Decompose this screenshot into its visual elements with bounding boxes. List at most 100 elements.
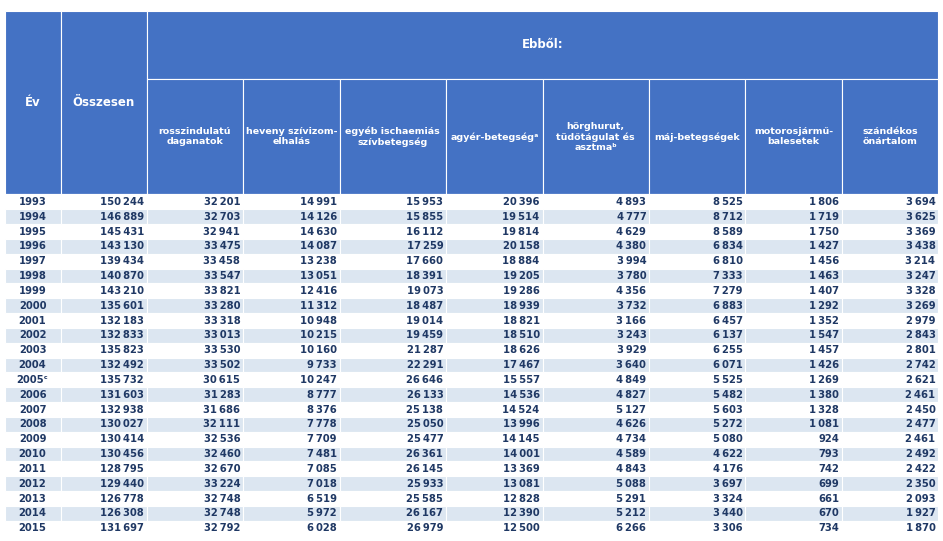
Bar — [60, 358, 147, 372]
Bar — [243, 521, 339, 536]
Text: 26 646: 26 646 — [406, 375, 443, 385]
Bar — [649, 195, 746, 209]
Bar — [842, 447, 938, 461]
Bar — [339, 209, 446, 224]
Bar — [649, 313, 746, 328]
Text: 4 626: 4 626 — [617, 419, 646, 430]
Text: heveny szívizom-
elhalás: heveny szívizom- elhalás — [245, 127, 338, 147]
Text: 2014: 2014 — [19, 509, 46, 518]
Bar — [842, 521, 938, 536]
Bar — [746, 195, 842, 209]
Bar — [649, 417, 746, 432]
Bar — [446, 521, 542, 536]
Text: 2 492: 2 492 — [905, 449, 935, 459]
Bar — [5, 358, 60, 372]
Text: 26 167: 26 167 — [406, 509, 443, 518]
Text: 18 391: 18 391 — [406, 271, 443, 281]
Text: 17 660: 17 660 — [406, 256, 443, 266]
Bar — [243, 461, 339, 476]
Text: 25 138: 25 138 — [406, 405, 443, 414]
Bar — [649, 372, 746, 387]
Bar — [649, 343, 746, 358]
Text: 3 214: 3 214 — [905, 256, 935, 266]
Bar — [243, 417, 339, 432]
Text: 1 870: 1 870 — [905, 523, 935, 533]
Text: 26 133: 26 133 — [406, 390, 443, 400]
Bar — [243, 79, 339, 195]
Bar — [339, 224, 446, 239]
Text: 1 426: 1 426 — [809, 360, 839, 370]
Bar — [60, 506, 147, 521]
Text: 3 166: 3 166 — [617, 315, 646, 326]
Text: 5 482: 5 482 — [713, 390, 743, 400]
Bar — [5, 387, 60, 402]
Bar — [446, 239, 542, 254]
Text: 2000: 2000 — [19, 301, 46, 311]
Text: 3 929: 3 929 — [617, 345, 646, 355]
Text: 3 324: 3 324 — [713, 493, 743, 504]
Text: 33 280: 33 280 — [204, 301, 240, 311]
Text: 8 777: 8 777 — [307, 390, 337, 400]
Text: 6 028: 6 028 — [307, 523, 337, 533]
Text: 18 939: 18 939 — [503, 301, 539, 311]
Text: 1 407: 1 407 — [809, 286, 839, 296]
Bar — [60, 387, 147, 402]
Bar — [542, 417, 649, 432]
Text: 146 889: 146 889 — [100, 212, 144, 222]
Text: 2 742: 2 742 — [905, 360, 935, 370]
Text: 1 352: 1 352 — [809, 315, 839, 326]
Bar — [542, 402, 649, 417]
Text: 3 780: 3 780 — [617, 271, 646, 281]
Bar — [339, 239, 446, 254]
Bar — [60, 239, 147, 254]
Bar — [339, 254, 446, 269]
Text: 14 991: 14 991 — [300, 197, 337, 207]
Bar — [542, 387, 649, 402]
Text: 6 457: 6 457 — [713, 315, 743, 326]
Text: 31 283: 31 283 — [204, 390, 240, 400]
Text: 2 422: 2 422 — [905, 464, 935, 474]
Bar — [649, 521, 746, 536]
Bar — [746, 79, 842, 195]
Bar — [746, 328, 842, 343]
Bar — [339, 313, 446, 328]
Bar — [147, 521, 243, 536]
Text: 7 018: 7 018 — [306, 479, 337, 489]
Text: 33 530: 33 530 — [204, 345, 240, 355]
Bar — [339, 506, 446, 521]
Text: 1 750: 1 750 — [809, 227, 839, 236]
Text: 924: 924 — [819, 434, 839, 444]
Text: 2 477: 2 477 — [905, 419, 935, 430]
Text: 1997: 1997 — [19, 256, 46, 266]
Text: 13 996: 13 996 — [503, 419, 539, 430]
Bar — [446, 313, 542, 328]
Text: 131 603: 131 603 — [100, 390, 144, 400]
Text: 135 732: 135 732 — [100, 375, 144, 385]
Bar — [446, 506, 542, 521]
Text: 33 013: 33 013 — [204, 331, 240, 340]
Text: 1 380: 1 380 — [809, 390, 839, 400]
Text: 18 821: 18 821 — [503, 315, 539, 326]
Bar — [649, 387, 746, 402]
Bar — [243, 358, 339, 372]
Bar — [5, 447, 60, 461]
Text: 6 519: 6 519 — [306, 493, 337, 504]
Text: 1995: 1995 — [19, 227, 46, 236]
Bar — [60, 224, 147, 239]
Bar — [446, 283, 542, 298]
Bar — [5, 269, 60, 283]
Bar — [147, 269, 243, 283]
Text: 2 843: 2 843 — [905, 331, 935, 340]
Bar — [5, 521, 60, 536]
Bar — [147, 209, 243, 224]
Bar — [746, 387, 842, 402]
Text: 26 361: 26 361 — [406, 449, 443, 459]
Bar — [5, 461, 60, 476]
Text: 12 390: 12 390 — [503, 509, 539, 518]
Bar — [842, 254, 938, 269]
Text: 1 547: 1 547 — [809, 331, 839, 340]
Bar — [5, 209, 60, 224]
Text: 7 709: 7 709 — [307, 434, 337, 444]
Bar — [842, 402, 938, 417]
Bar — [649, 402, 746, 417]
